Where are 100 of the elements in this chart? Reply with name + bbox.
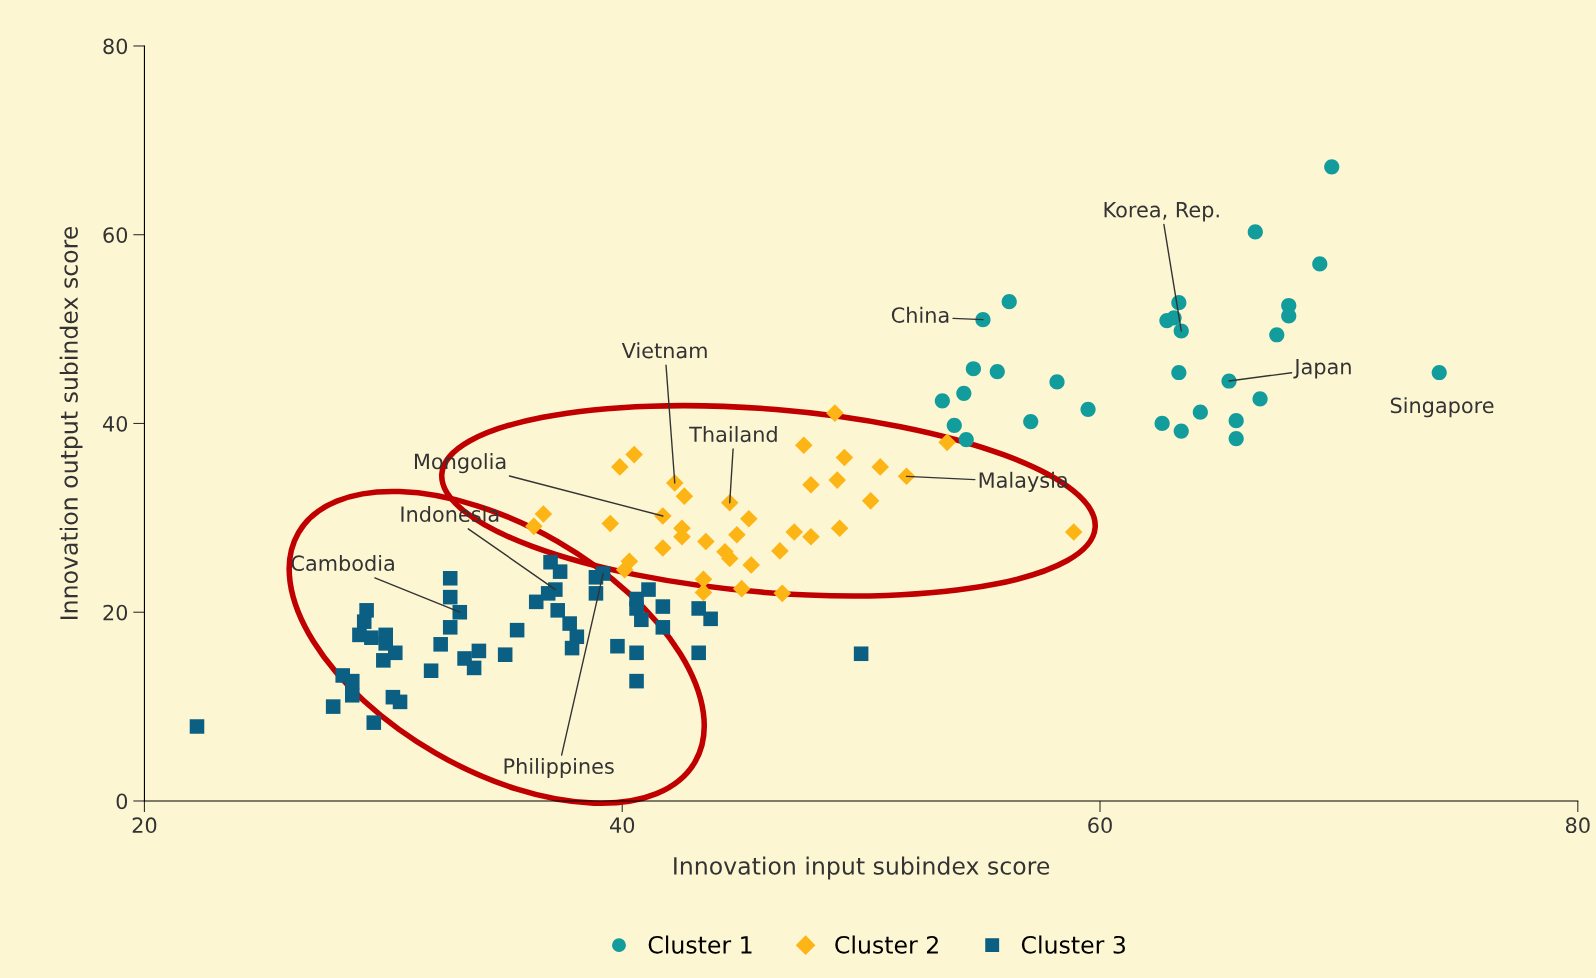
point: [773, 584, 792, 603]
point: [675, 487, 694, 505]
point: [595, 566, 611, 581]
point: [655, 599, 671, 614]
point: [1431, 364, 1447, 381]
point: [497, 647, 513, 662]
point: [703, 611, 718, 627]
point: [634, 612, 649, 628]
y-tick-label: 40: [102, 415, 128, 432]
point: [1228, 413, 1244, 429]
point: [732, 579, 751, 598]
point: [826, 404, 844, 422]
point: [694, 570, 713, 588]
point: [1001, 294, 1017, 310]
point: [442, 589, 458, 605]
point: [795, 436, 813, 454]
y-tick-label: 80: [103, 38, 128, 55]
point: [641, 582, 656, 597]
point: [802, 527, 820, 546]
point: [366, 715, 382, 730]
point: [655, 620, 671, 635]
point: [471, 643, 487, 659]
point: [548, 582, 563, 597]
point: [1064, 523, 1083, 541]
x-tick-label: 40: [609, 817, 635, 834]
point: [728, 526, 746, 544]
point: [785, 523, 804, 541]
point: [694, 583, 713, 602]
point: [1080, 401, 1096, 417]
point: [625, 445, 643, 464]
point: [610, 638, 625, 654]
point: [364, 630, 379, 645]
point: [564, 640, 580, 656]
y-tick-label: 0: [116, 793, 128, 810]
x-axis-title: Innovation input subindex score: [674, 856, 1050, 880]
point: [466, 660, 482, 676]
point: [861, 492, 880, 510]
point: [853, 646, 869, 662]
point: [1228, 430, 1244, 447]
point: [740, 510, 758, 528]
point: [509, 622, 525, 638]
point: [965, 361, 982, 377]
point: [720, 493, 739, 512]
point: [742, 556, 761, 574]
point: [654, 539, 672, 557]
annotation: Japan: [1293, 359, 1351, 379]
point: [1269, 327, 1285, 343]
point: [1023, 413, 1039, 430]
point: [344, 688, 360, 703]
point: [325, 699, 341, 714]
point: [189, 719, 205, 734]
legend-label: Cluster 3: [1021, 935, 1125, 954]
point: [356, 614, 372, 629]
point: [1247, 224, 1263, 240]
point: [1173, 423, 1189, 439]
point: [601, 514, 620, 533]
point: [392, 694, 408, 710]
point: [525, 517, 543, 536]
point: [802, 476, 820, 494]
point: [534, 505, 553, 523]
point: [552, 564, 568, 579]
point: [629, 591, 644, 607]
point: [629, 645, 644, 661]
point: [871, 458, 890, 476]
x-tick-label: 60: [1088, 817, 1112, 834]
annotation: Thailand: [689, 426, 777, 443]
point: [1192, 404, 1208, 420]
point: [562, 616, 577, 631]
annotation: China: [891, 306, 949, 323]
point: [835, 448, 854, 467]
point: [828, 471, 847, 489]
point: [691, 601, 706, 616]
point: [1324, 159, 1340, 175]
y-tick-label: 60: [103, 227, 128, 243]
legend-label: Cluster 2: [835, 935, 938, 954]
annotation: Philippines: [504, 757, 614, 779]
annotation: Singapore: [1390, 397, 1494, 418]
point: [433, 637, 448, 652]
point: [1049, 374, 1065, 390]
y-tick-label: 20: [103, 604, 128, 621]
point: [697, 532, 715, 551]
point: [1221, 373, 1237, 389]
y-axis-title: Innovation output subindex score: [59, 226, 83, 619]
point: [989, 363, 1005, 380]
point: [550, 603, 566, 618]
point: [376, 653, 391, 668]
point: [1154, 415, 1170, 432]
point: [423, 663, 439, 679]
x-tick-label: 20: [132, 817, 157, 834]
point: [629, 673, 644, 689]
point: [1173, 323, 1189, 339]
point: [442, 620, 458, 635]
x-tick-label: 80: [1565, 817, 1590, 834]
point: [958, 431, 974, 448]
point: [1312, 256, 1328, 272]
point: [946, 417, 962, 433]
point: [442, 570, 458, 586]
point: [975, 312, 991, 328]
point: [666, 474, 684, 492]
point: [830, 519, 849, 538]
